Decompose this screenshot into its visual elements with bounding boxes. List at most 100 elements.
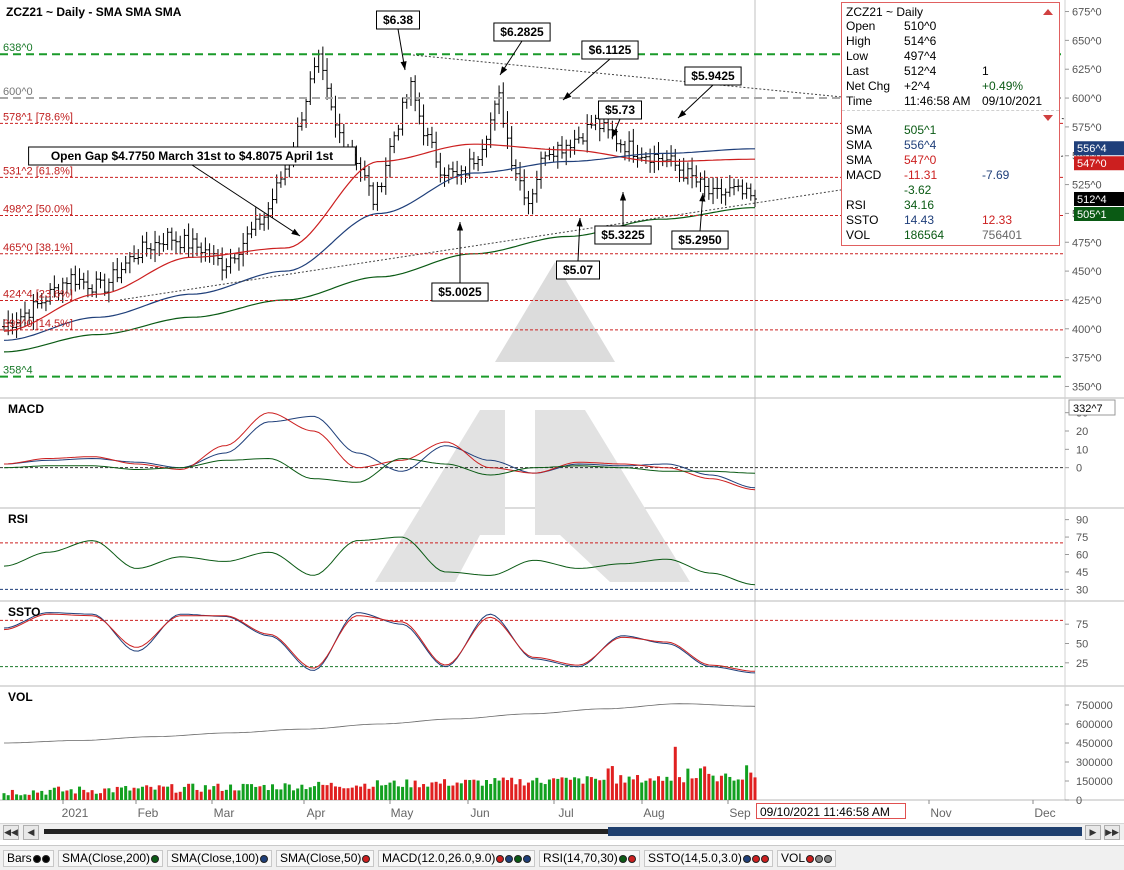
volume-bar — [724, 773, 728, 800]
annotation-box — [594, 225, 652, 245]
price-bar — [715, 177, 720, 199]
vol-tick-label: 600000 — [1076, 719, 1113, 731]
volume-bar — [581, 783, 585, 800]
volume-bar — [363, 783, 367, 800]
price-bar — [484, 135, 489, 158]
volume-bar — [535, 777, 539, 800]
study-legend-item[interactable]: SMA(Close,200) — [58, 850, 164, 867]
study-legend-item[interactable]: SSTO(14,5.0,3.0) — [644, 850, 773, 867]
volume-bar — [203, 785, 207, 800]
price-bar — [69, 268, 74, 296]
study-legend-item[interactable]: VOL — [777, 850, 837, 867]
price-bar — [497, 85, 502, 115]
study-legend-label: Bars — [7, 851, 32, 865]
collapse-down-icon[interactable] — [1043, 115, 1053, 121]
annotation-label: $5.9425 — [691, 69, 735, 83]
price-bar — [371, 182, 376, 211]
volume-bar — [396, 786, 400, 800]
scroll-left-icon[interactable]: ◀ — [23, 825, 39, 840]
price-bar — [400, 97, 405, 136]
scroll-last-icon[interactable]: ▶▶ — [1104, 825, 1120, 840]
annotation-arrowhead — [699, 193, 706, 202]
volume-bar — [145, 785, 149, 800]
study-legend-item[interactable]: SMA(Close,100) — [167, 850, 273, 867]
price-bar — [555, 141, 560, 169]
price-bar — [236, 247, 241, 271]
volume-bar — [15, 794, 19, 800]
volume-bar — [321, 784, 325, 800]
scroll-thumb[interactable] — [608, 827, 1082, 836]
volume-bar — [90, 790, 94, 800]
volume-bar — [140, 786, 144, 800]
volume-bar — [648, 778, 652, 800]
study-legend-item[interactable]: SMA(Close,50) — [276, 850, 375, 867]
macd-badge — [1068, 399, 1116, 416]
volume-bar — [367, 788, 371, 800]
collapse-up-icon[interactable] — [1043, 9, 1053, 15]
price-bar — [744, 182, 749, 199]
study-legend-item[interactable]: MACD(12.0,26.0,9.0) — [378, 850, 536, 867]
info-row-value-2: 1 — [982, 64, 989, 78]
volume-bar — [631, 779, 635, 800]
scroll-right-icon[interactable]: ▶ — [1085, 825, 1101, 840]
price-bar — [677, 158, 682, 183]
rsi-pane-title: RSI — [8, 512, 28, 526]
volume-bar — [422, 784, 426, 800]
volume-bar — [199, 791, 203, 800]
price-bar — [144, 231, 149, 257]
price-tick-label: 650^0 — [1072, 35, 1102, 47]
volume-bar — [732, 780, 736, 800]
price-bar — [115, 257, 120, 283]
volume-bar — [443, 779, 447, 800]
volume-bar — [237, 790, 241, 800]
level-label: 358^4 — [3, 365, 33, 377]
info-row-value-2: 12.33 — [982, 213, 1013, 227]
price-bar — [589, 115, 594, 129]
volume-bar — [459, 783, 463, 800]
volume-bar — [405, 779, 409, 800]
volume-bar — [686, 768, 690, 800]
price-tick-label: 450^0 — [1072, 266, 1102, 278]
volume-bar — [627, 776, 631, 800]
volume-bar — [434, 781, 438, 800]
info-row-label: SSTO — [846, 213, 879, 227]
color-dot-icon — [505, 855, 514, 863]
info-row-label: MACD — [846, 168, 882, 182]
horizontal-scrollbar[interactable]: ◀◀ ◀ ▶ ▶▶ — [0, 823, 1124, 840]
annotation-arrowhead — [576, 218, 583, 227]
price-bar — [56, 283, 61, 301]
annotation-box — [556, 260, 600, 280]
vol-tick-label: 150000 — [1076, 776, 1113, 788]
price-bar — [127, 251, 132, 274]
volume-bar — [136, 788, 140, 800]
price-bar — [652, 145, 657, 173]
volume-bar — [698, 768, 702, 800]
price-bar — [199, 242, 204, 263]
scroll-track[interactable] — [44, 829, 1082, 834]
volume-bar — [480, 785, 484, 800]
price-bar — [492, 100, 497, 131]
month-label: Sep — [729, 806, 751, 820]
info-row-label: VOL — [846, 228, 871, 242]
study-legend-item[interactable]: RSI(14,70,30) — [539, 850, 640, 867]
volume-bar — [40, 790, 44, 800]
annotation-box — [431, 282, 489, 302]
macd-line — [3, 412, 756, 491]
price-bar — [174, 231, 179, 255]
volume-bar — [6, 795, 10, 800]
price-bar — [77, 268, 82, 290]
price-bar — [10, 313, 15, 335]
scroll-first-icon[interactable]: ◀◀ — [3, 825, 19, 840]
volume-bar — [283, 783, 287, 800]
info-row-value: 514^6 — [904, 34, 937, 48]
rsi-tick-label: 90 — [1076, 515, 1088, 527]
price-bar — [190, 228, 195, 258]
info-row-label: RSI — [846, 198, 867, 212]
price-bar — [194, 233, 199, 257]
price-bar — [325, 58, 330, 100]
volume-bar — [149, 786, 153, 800]
volume-bar — [451, 785, 455, 800]
study-legend-item[interactable]: Bars — [3, 850, 54, 867]
price-tick-label: 350^0 — [1072, 381, 1102, 393]
volume-bar — [262, 784, 266, 800]
